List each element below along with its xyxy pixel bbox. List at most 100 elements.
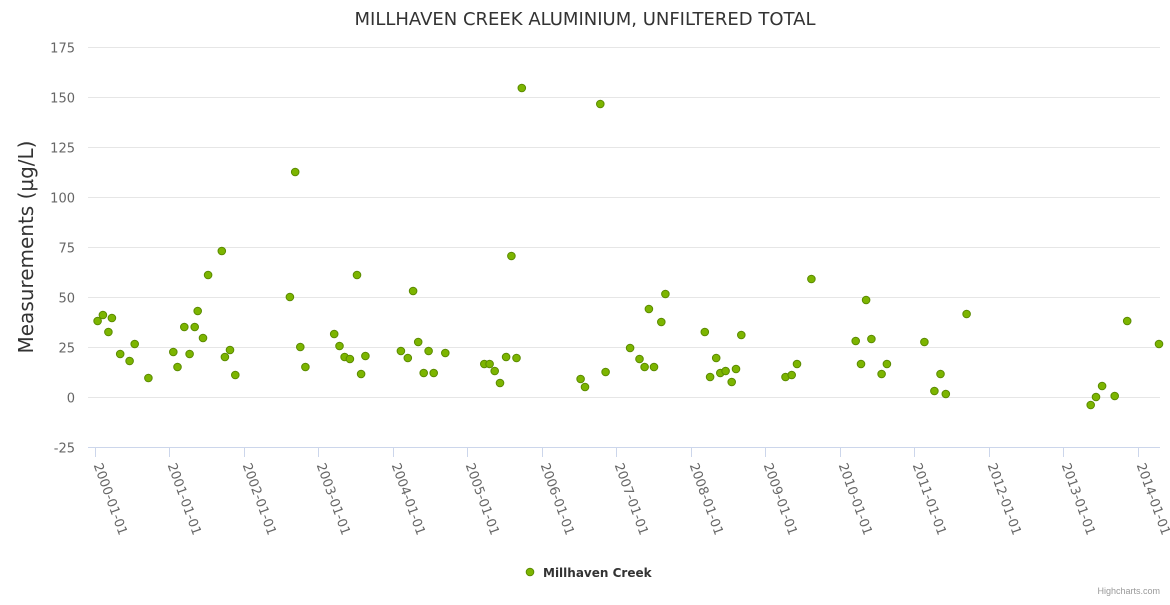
data-point[interactable]	[485, 359, 494, 369]
data-point[interactable]	[792, 359, 802, 369]
data-point[interactable]	[601, 367, 610, 377]
legend-item-millhaven-creek[interactable]: Millhaven Creek	[543, 566, 653, 580]
data-point[interactable]	[727, 377, 737, 387]
data-point[interactable]	[169, 347, 178, 357]
y-tick-label: 0	[67, 392, 75, 407]
data-point[interactable]	[661, 289, 670, 299]
data-point[interactable]	[203, 270, 213, 280]
data-point[interactable]	[403, 353, 413, 363]
data-point[interactable]	[711, 353, 721, 363]
data-point[interactable]	[635, 354, 644, 364]
data-point[interactable]	[737, 330, 746, 340]
data-point[interactable]	[125, 356, 134, 366]
data-point[interactable]	[185, 349, 194, 359]
data-point[interactable]	[225, 345, 235, 355]
data-point[interactable]	[721, 366, 730, 376]
data-point[interactable]	[190, 322, 199, 332]
data-point[interactable]	[107, 313, 117, 323]
data-point[interactable]	[329, 329, 339, 339]
data-point[interactable]	[705, 372, 715, 382]
y-tick-label: 25	[58, 342, 75, 357]
data-point[interactable]	[700, 327, 710, 337]
data-point[interactable]	[930, 386, 939, 396]
chart-title: MILLHAVEN CREEK ALUMINIUM, UNFILTERED TO…	[355, 9, 816, 30]
data-point[interactable]	[290, 167, 300, 177]
data-point[interactable]	[424, 346, 433, 356]
data-point[interactable]	[495, 378, 505, 388]
credits-link[interactable]: Highcharts.com	[1097, 586, 1160, 596]
y-tick-label: 125	[50, 142, 75, 157]
data-point[interactable]	[877, 369, 886, 379]
data-point[interactable]	[576, 374, 585, 384]
data-point[interactable]	[335, 341, 344, 351]
data-point[interactable]	[93, 316, 102, 326]
data-point[interactable]	[345, 354, 355, 364]
data-point[interactable]	[851, 336, 861, 346]
data-point[interactable]	[301, 362, 310, 372]
data-point[interactable]	[396, 346, 406, 356]
data-point[interactable]	[941, 389, 951, 399]
data-point[interactable]	[173, 362, 182, 372]
data-point[interactable]	[644, 304, 654, 314]
data-point[interactable]	[1097, 381, 1107, 391]
data-point[interactable]	[441, 348, 450, 358]
data-point[interactable]	[296, 342, 305, 352]
data-point[interactable]	[856, 359, 866, 369]
data-point[interactable]	[512, 353, 521, 363]
data-point[interactable]	[936, 369, 945, 379]
data-point[interactable]	[807, 274, 816, 284]
y-tick-label: 150	[50, 92, 75, 107]
data-point[interactable]	[1091, 392, 1101, 402]
data-point[interactable]	[231, 370, 240, 380]
data-point[interactable]	[130, 339, 139, 349]
grid-layer	[88, 47, 1160, 448]
data-point[interactable]	[517, 83, 527, 93]
data-point[interactable]	[580, 382, 590, 392]
data-point[interactable]	[98, 310, 108, 320]
data-point[interactable]	[361, 351, 370, 361]
data-point[interactable]	[657, 317, 666, 327]
y-tick-label: 175	[50, 42, 75, 57]
data-point[interactable]	[193, 306, 202, 316]
y-tick-label: 75	[58, 242, 75, 257]
data-point[interactable]	[1122, 316, 1132, 326]
data-point[interactable]	[787, 370, 797, 380]
data-point[interactable]	[1086, 400, 1095, 410]
data-point[interactable]	[198, 333, 208, 343]
data-point[interactable]	[640, 362, 649, 372]
data-point[interactable]	[285, 292, 295, 302]
data-point[interactable]	[104, 327, 113, 337]
data-point[interactable]	[429, 368, 439, 378]
data-point[interactable]	[220, 352, 230, 362]
legend-marker	[525, 567, 535, 577]
data-point[interactable]	[1154, 339, 1164, 349]
data-point[interactable]	[180, 322, 189, 332]
data-point[interactable]	[731, 364, 741, 374]
data-point[interactable]	[861, 295, 871, 305]
data-point[interactable]	[649, 362, 659, 372]
y-tick-label: 100	[50, 192, 75, 207]
data-point[interactable]	[115, 349, 125, 359]
data-point[interactable]	[920, 337, 929, 347]
data-point[interactable]	[596, 99, 605, 109]
data-point[interactable]	[413, 337, 423, 347]
y-tick-label: 50	[58, 292, 75, 307]
data-point[interactable]	[507, 251, 516, 261]
data-point[interactable]	[962, 309, 971, 319]
data-point[interactable]	[882, 359, 892, 369]
data-point[interactable]	[1110, 391, 1119, 401]
legend[interactable]: Millhaven Creek	[525, 566, 653, 580]
data-point[interactable]	[419, 368, 429, 378]
data-point[interactable]	[867, 334, 876, 344]
data-point[interactable]	[408, 286, 418, 296]
data-point[interactable]	[490, 366, 500, 376]
data-point[interactable]	[217, 246, 227, 256]
data-point[interactable]	[625, 343, 635, 353]
data-point[interactable]	[352, 270, 362, 280]
data-point[interactable]	[501, 352, 511, 362]
data-point[interactable]	[356, 369, 366, 379]
data-point[interactable]	[144, 373, 153, 383]
